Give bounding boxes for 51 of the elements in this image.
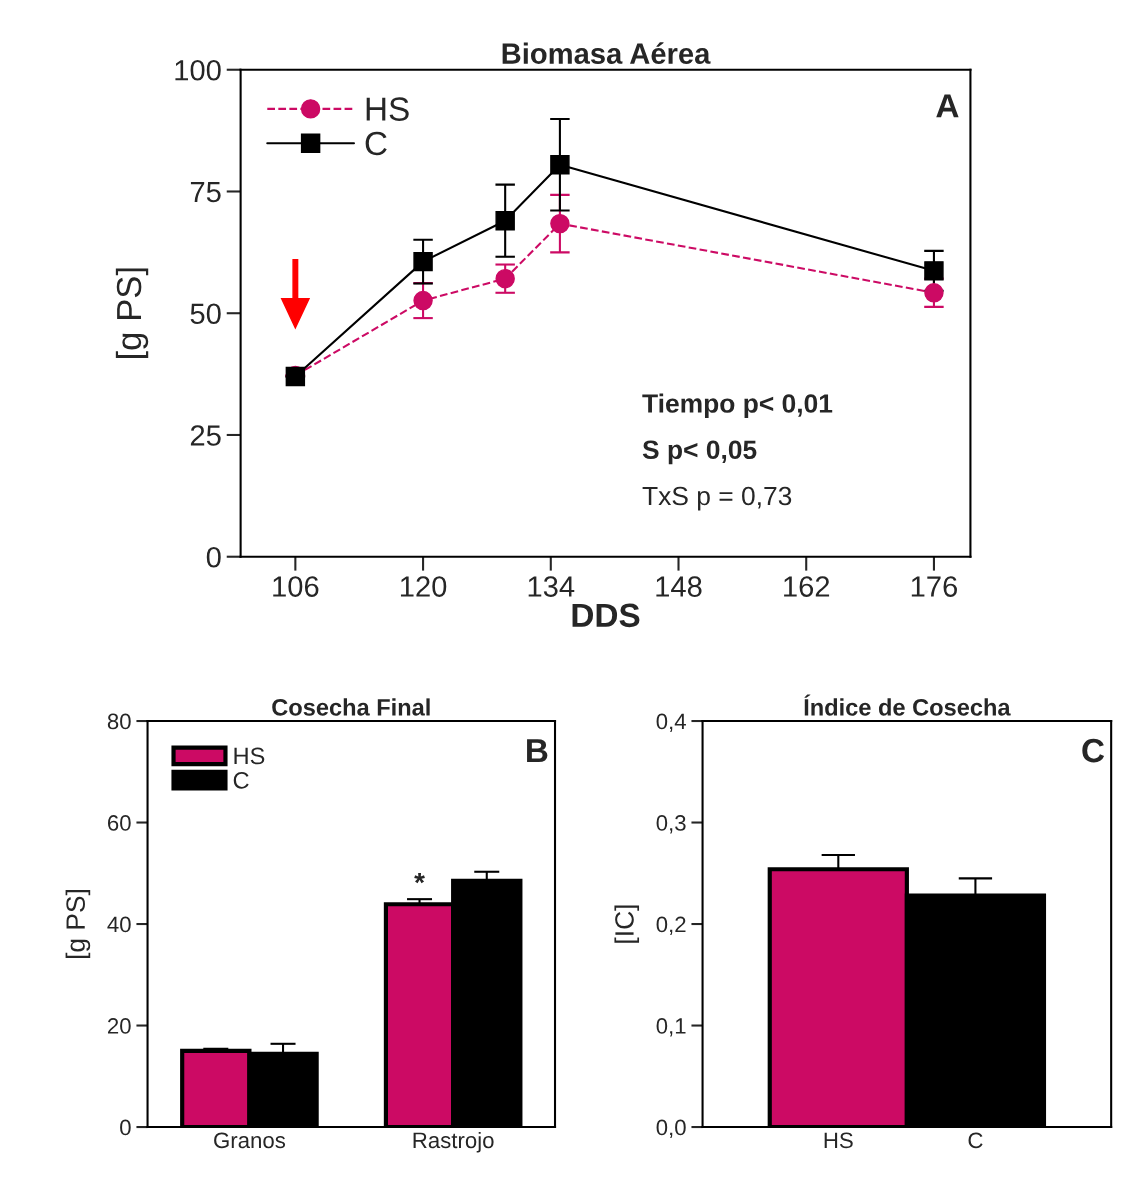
legend-label: HS (366, 97, 409, 121)
y-tick-label: 0 (206, 546, 221, 568)
y-tick-label: 0 (120, 1119, 131, 1136)
x-tick-label: C (968, 1132, 983, 1149)
annotation: S p< 0,05 (642, 440, 757, 465)
x-tick-label: Rastrojo (413, 1131, 494, 1153)
x-tick-label: 176 (911, 576, 957, 597)
y-tick-label: 100 (175, 59, 221, 81)
y-tick-label: 60 (107, 815, 131, 831)
annotation: TxS p = 0,73 (642, 486, 792, 511)
y-tick-label: 25 (190, 425, 221, 446)
legend-label: C (233, 771, 249, 789)
chart-title: Cosecha Final (272, 698, 430, 716)
y-tick-label: 80 (107, 713, 131, 730)
annotation: C (1082, 738, 1105, 763)
x-tick-label: 148 (656, 576, 702, 597)
annotation: Tiempo p< 0,01 (642, 393, 833, 419)
x-tick-label: 106 (273, 576, 319, 597)
y-tick-label: 40 (107, 916, 131, 933)
point (550, 154, 570, 175)
point (924, 283, 944, 303)
x-tick-label: HS (824, 1132, 853, 1149)
y-axis-title: [IC] (614, 905, 640, 943)
point (550, 213, 570, 234)
y-tick-label: 20 (107, 1018, 131, 1034)
x-tick-label: Granos (214, 1132, 286, 1149)
point (413, 251, 433, 272)
x-tick-label: 162 (784, 576, 830, 597)
y-tick-label: 0,4 (656, 713, 686, 732)
point (495, 210, 515, 231)
chart-title: Biomasa Aérea (502, 42, 711, 64)
point (924, 261, 944, 281)
y-tick-label: 0,1 (656, 1018, 686, 1037)
y-tick-label: 50 (190, 303, 221, 325)
annotation: A (936, 94, 959, 118)
x-tick-label: 134 (528, 576, 575, 597)
annotation: B (527, 739, 548, 763)
y-tick-label: 0,2 (656, 916, 686, 935)
chart-title: Índice de Cosecha (804, 694, 1011, 716)
y-tick-label: 0,3 (656, 815, 686, 834)
annotation: * (414, 872, 425, 884)
x-tick-label: 120 (400, 576, 447, 597)
x-axis-title: DDS (572, 603, 640, 628)
y-axis-title: [g PS] (115, 268, 149, 359)
y-axis-title: [g PS] (65, 889, 91, 959)
point (413, 290, 433, 311)
y-tick-label: 75 (190, 181, 221, 203)
point (495, 268, 515, 289)
y-tick-label: 0,0 (656, 1119, 686, 1138)
legend-label: C (365, 131, 387, 156)
legend-label: HS (234, 747, 265, 765)
